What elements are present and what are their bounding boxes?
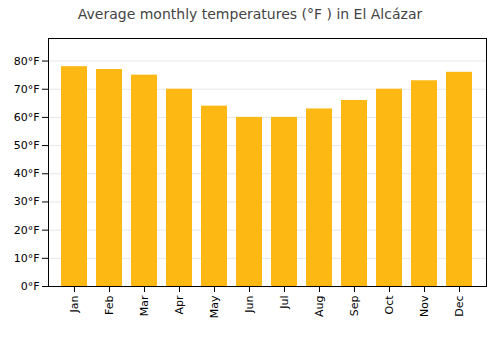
svg-text:Nov: Nov xyxy=(418,295,431,317)
svg-text:0°F: 0°F xyxy=(21,280,40,293)
svg-text:Dec: Dec xyxy=(453,296,466,317)
svg-text:50°F: 50°F xyxy=(14,139,40,152)
svg-text:70°F: 70°F xyxy=(14,83,40,96)
html-text:Average monthly temperatures (: Average monthly temperatures (°F ) in El… xyxy=(77,6,423,22)
svg-text:Aug: Aug xyxy=(313,296,326,317)
svg-text:May: May xyxy=(208,295,221,318)
svg-text:Oct: Oct xyxy=(383,295,396,315)
svg-text:10°F: 10°F xyxy=(14,252,40,265)
svg-text:Sep: Sep xyxy=(348,295,361,316)
svg-text:80°F: 80°F xyxy=(14,55,40,68)
svg-text:Jan: Jan xyxy=(68,295,81,313)
svg-text:30°F: 30°F xyxy=(14,195,40,208)
svg-text:Mar: Mar xyxy=(138,295,151,316)
svg-text:20°F: 20°F xyxy=(14,224,40,237)
svg-text:Feb: Feb xyxy=(103,295,116,314)
svg-text:Apr: Apr xyxy=(173,295,186,315)
svg-text:40°F: 40°F xyxy=(14,167,40,180)
svg-text:60°F: 60°F xyxy=(14,111,40,124)
svg-text:Jul: Jul xyxy=(278,296,291,310)
svg-text:Jun: Jun xyxy=(243,295,256,313)
